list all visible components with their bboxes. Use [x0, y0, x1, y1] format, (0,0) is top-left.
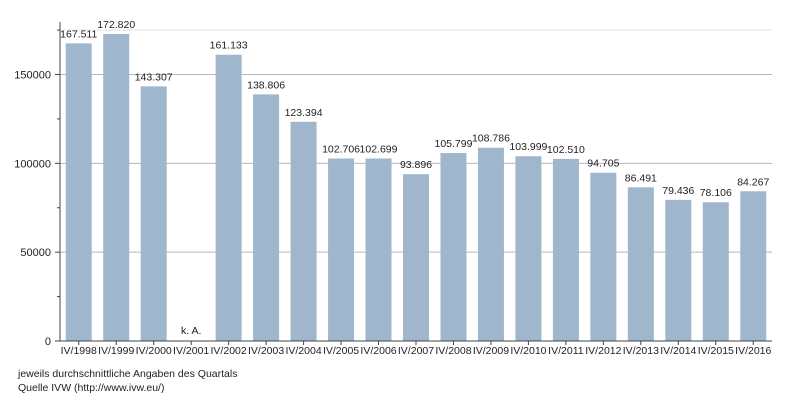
bar: [740, 191, 767, 341]
bar: [403, 174, 429, 341]
x-tick-label: IV/2005: [323, 345, 359, 357]
x-tick-label: IV/2006: [360, 345, 396, 357]
x-tick-label: IV/2002: [211, 345, 247, 357]
bar: [65, 43, 92, 341]
x-tick-label: IV/2003: [248, 345, 284, 357]
bar: [627, 187, 654, 341]
bar-value-label: 93.896: [400, 159, 432, 171]
x-tick-label: IV/2015: [698, 345, 734, 357]
y-tick-label: 0: [45, 336, 51, 348]
x-tick-label: IV/2000: [136, 345, 172, 357]
bar-value-label: 161.133: [210, 40, 248, 52]
x-tick-label: IV/2014: [660, 345, 696, 357]
bar: [515, 156, 542, 341]
bar: [440, 153, 467, 341]
bar-value-label: 86.491: [625, 172, 657, 184]
bar-value-label: 123.394: [285, 107, 323, 119]
bar: [328, 158, 355, 341]
x-tick-label: IV/2016: [735, 345, 771, 357]
bar-value-label: 102.706: [322, 144, 360, 156]
x-tick-label: IV/2008: [435, 345, 471, 357]
bar-chart: 0 50000 100000 150000 167.511 IV/1998 172.820 I…: [14, 19, 772, 357]
x-tick-label: IV/2012: [585, 345, 621, 357]
x-tick-label: IV/2011: [548, 345, 584, 357]
x-tick-label: IV/2009: [473, 345, 509, 357]
bar-value-label: 78.106: [700, 187, 732, 199]
footnote-source: Quelle IVW (http://www.ivw.eu/): [18, 382, 165, 394]
x-tick-label: IV/1999: [98, 345, 134, 357]
x-tick-label: IV/2004: [285, 345, 321, 357]
bar-value-label: 102.699: [360, 144, 398, 156]
bar-value-label: 172.820: [97, 19, 135, 31]
bar: [290, 121, 317, 342]
x-tick-label: IV/2007: [398, 345, 434, 357]
x-tick-label: IV/1998: [61, 345, 97, 357]
bar-value-label: 84.267: [737, 176, 769, 188]
bar: [665, 199, 692, 341]
bar: [552, 158, 579, 341]
bar: [140, 86, 167, 341]
bar: [215, 54, 242, 342]
footnote-average-note: jeweils durchschnittliche Angaben des Qu…: [18, 368, 238, 380]
bar-value-label: 108.786: [472, 133, 510, 145]
bar-value-label: 167.511: [60, 28, 97, 40]
bar-value-label: 138.806: [247, 79, 285, 91]
bar-value-label: 105.799: [434, 138, 472, 150]
x-tick-label: IV/2013: [623, 345, 659, 357]
bar: [702, 202, 729, 341]
y-tick-label: 50000: [20, 247, 51, 259]
bar: [253, 94, 280, 342]
bar: [103, 33, 130, 341]
bar: [477, 147, 504, 341]
bar-value-label: 94.705: [587, 158, 619, 170]
y-tick-label: 150000: [14, 70, 51, 82]
x-tick-label: IV/2010: [510, 345, 546, 357]
bar-value-label: 103.999: [509, 141, 547, 153]
bar-value-label: 102.510: [547, 144, 585, 156]
x-tick-label: IV/2001: [173, 345, 209, 357]
bar-value-label: 79.436: [662, 185, 694, 197]
y-tick-label: 100000: [14, 158, 51, 170]
bar: [365, 158, 392, 341]
bar-value-label: k. A.: [181, 325, 201, 337]
bar-value-label: 143.307: [135, 71, 173, 83]
bar: [590, 172, 617, 341]
